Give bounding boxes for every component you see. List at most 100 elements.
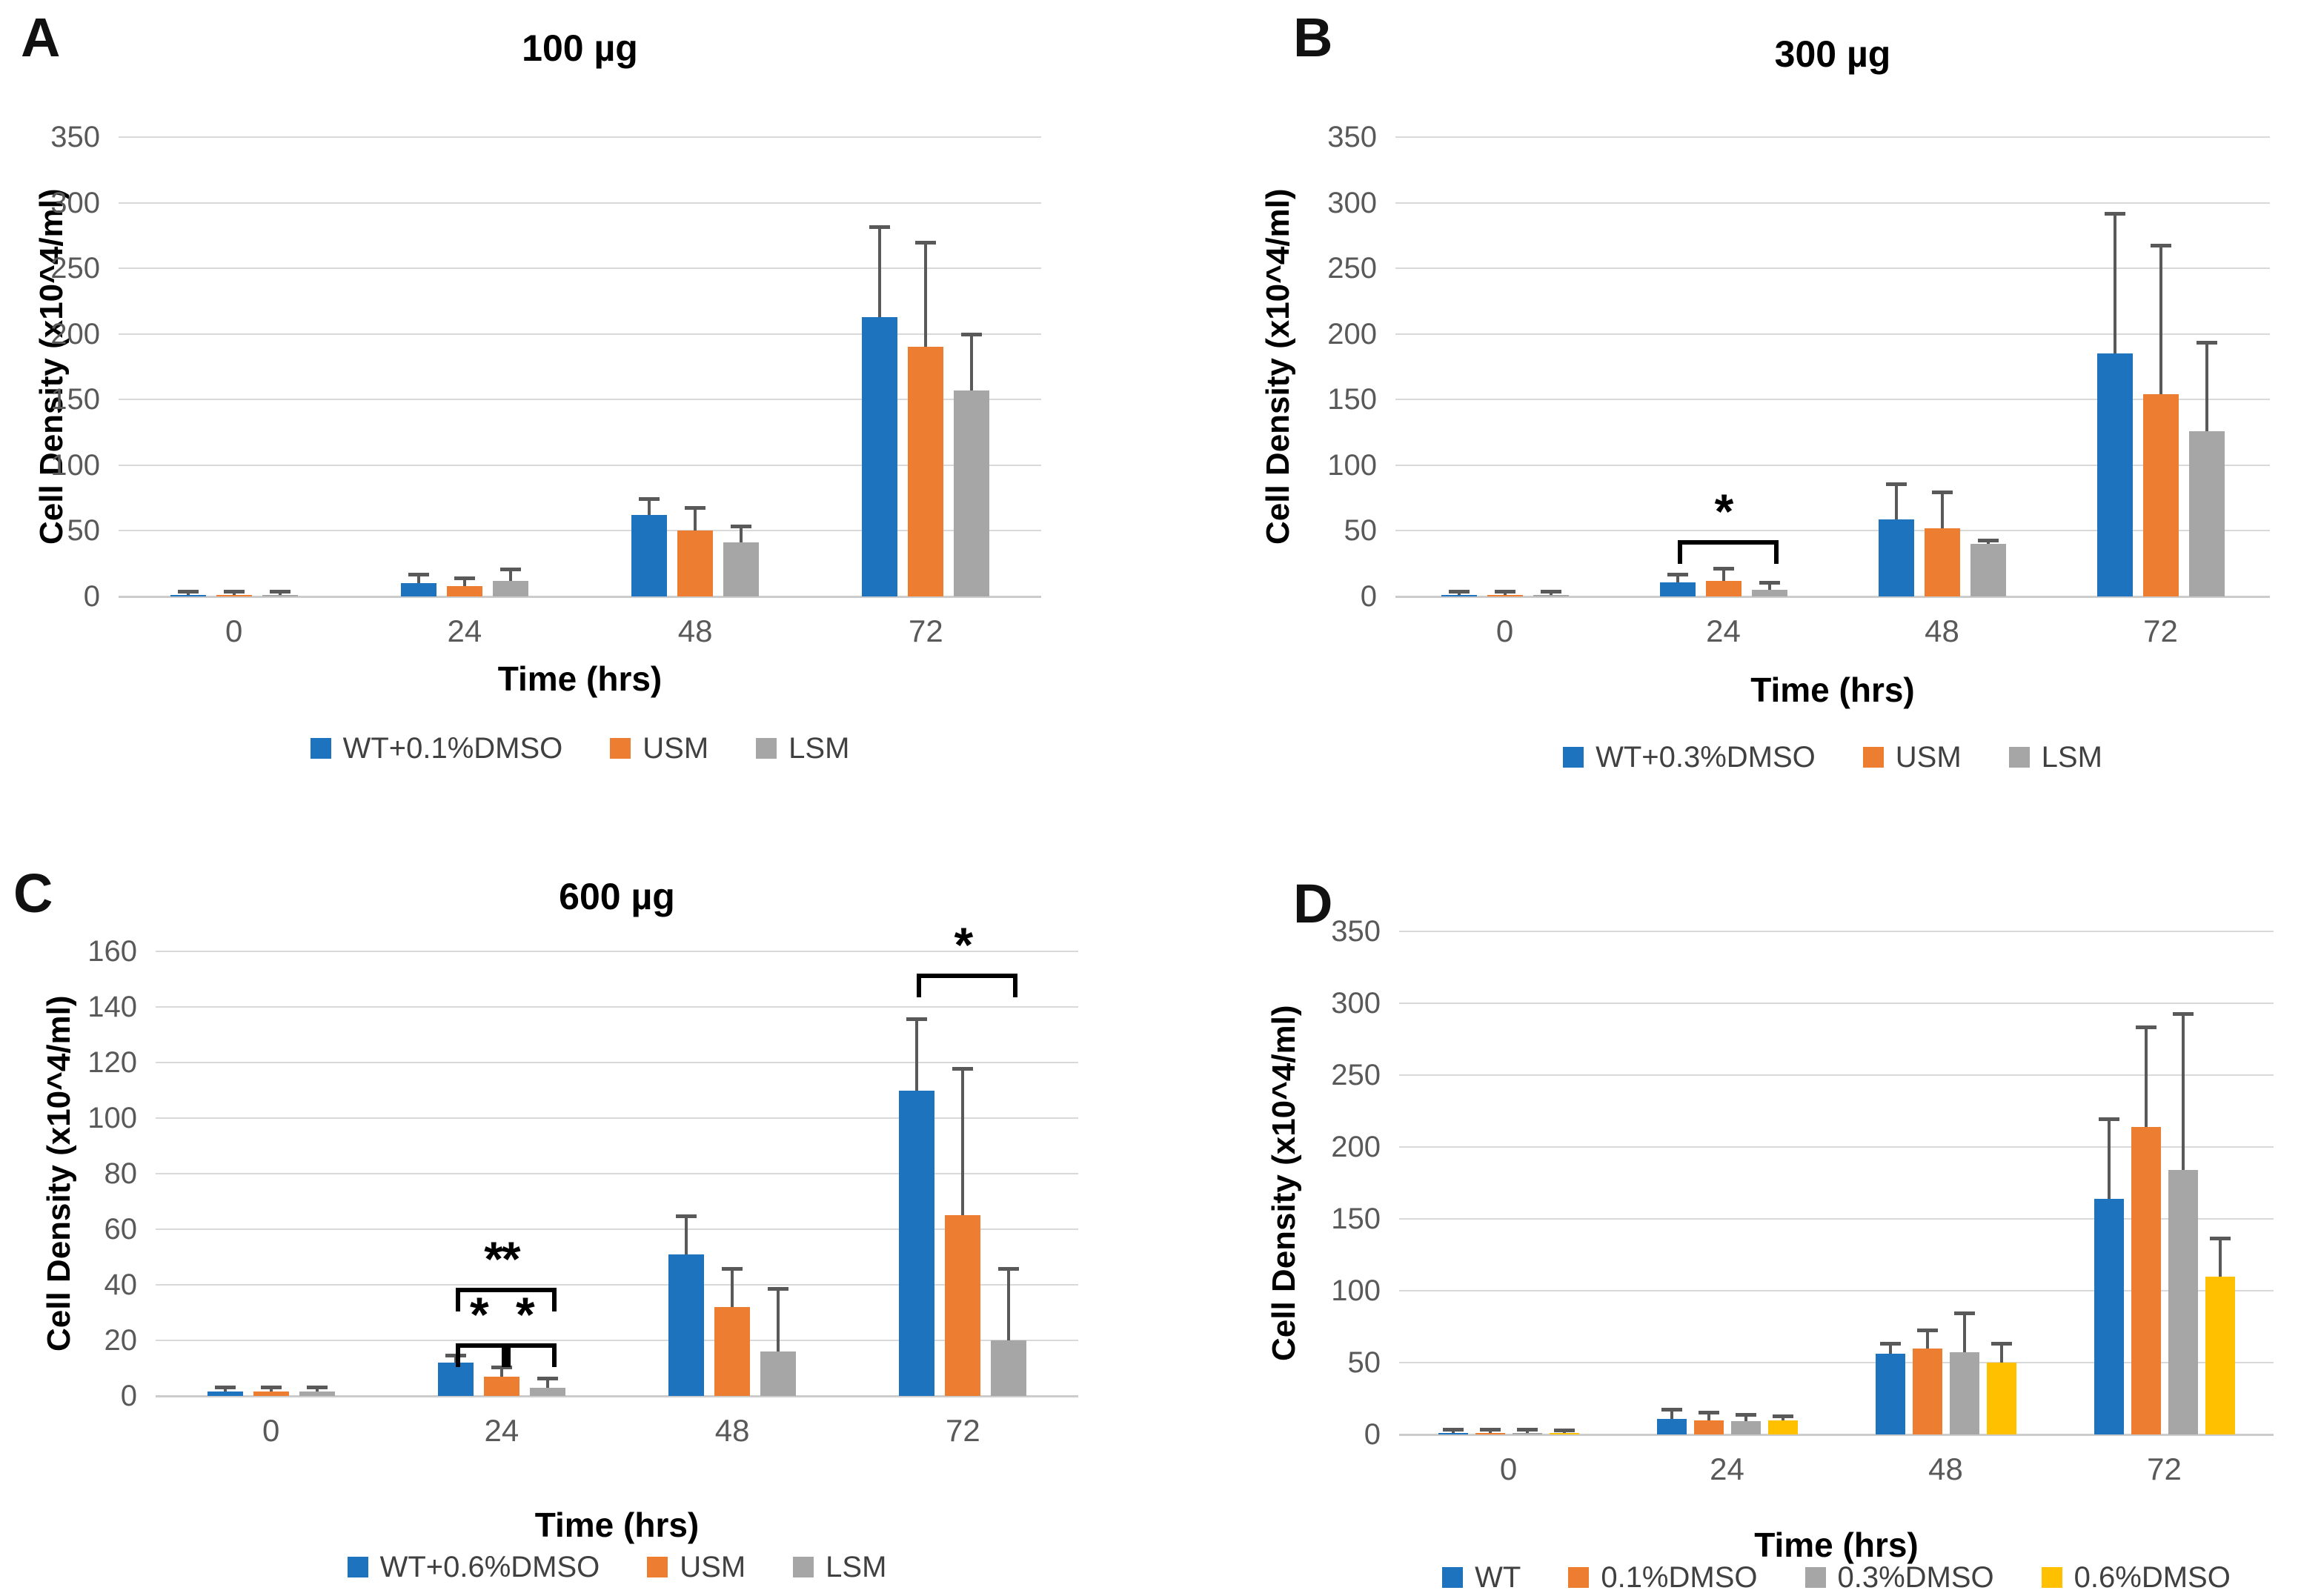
legend-swatch [1563, 747, 1584, 768]
bar [1924, 528, 1960, 596]
gridline [1399, 931, 2274, 932]
bar [1705, 580, 1741, 596]
error-bar [1457, 593, 1461, 595]
gridline [156, 951, 1078, 952]
error-bar-cap [408, 573, 429, 577]
plot-area-c: 0 20 40 60 80 100 120 140 160 0 24 48 72 * * ** * [87, 920, 1078, 1446]
gridline [1395, 202, 2270, 204]
error-bar [416, 576, 420, 584]
legend-swatch [1442, 1567, 1464, 1588]
error-bar-cap [499, 568, 521, 572]
y-tick-label: 0 [1360, 580, 1377, 613]
bar [2142, 394, 2179, 596]
y-tick-label: 150 [1331, 1203, 1381, 1235]
bar [529, 1387, 565, 1396]
error-bar [694, 510, 697, 531]
error-bar-cap [491, 1366, 512, 1370]
error-bar [499, 1369, 503, 1377]
significance-label: * [516, 1286, 535, 1342]
error-bar-cap [1916, 1329, 1938, 1333]
error-bar-cap [260, 1385, 282, 1389]
x-tick-label: 24 [484, 1413, 519, 1448]
error-bar [232, 593, 236, 595]
error-bar [1525, 1432, 1529, 1433]
error-bar [1925, 1332, 1929, 1349]
x-tick-label: 0 [262, 1413, 280, 1448]
error-bar-cap [2172, 1012, 2194, 1017]
legend-a: WT+0.1%DMSO USM LSM [119, 734, 1041, 763]
error-bar-cap [1977, 538, 1999, 542]
gridline [1395, 399, 2270, 401]
y-tick-label: 120 [87, 1046, 137, 1079]
legend-label: 0.1%DMSO [1601, 1561, 1758, 1594]
error-bar [462, 579, 466, 586]
bar [1475, 1433, 1505, 1434]
gridline [119, 464, 1041, 466]
gridline [1399, 1362, 2274, 1363]
legend-swatch [756, 738, 777, 759]
bar [677, 531, 714, 596]
error-bar [1503, 593, 1507, 595]
error-bar [1549, 593, 1553, 595]
y-tick-label: 200 [50, 317, 100, 350]
legend-swatch [1862, 747, 1884, 768]
gridline [1399, 1003, 2274, 1004]
legend-label: WT+0.6%DMSO [379, 1551, 600, 1583]
y-tick-label: 0 [83, 580, 100, 613]
x-tick-label: 72 [909, 614, 943, 648]
bar [299, 1391, 335, 1396]
legend-item: 0.3%DMSO [1804, 1563, 1994, 1592]
bar [668, 1254, 705, 1396]
bar [216, 595, 252, 596]
x-axis-title-d: Time (hrs) [1754, 1526, 1919, 1564]
bar [262, 595, 298, 596]
error-bar [1451, 1432, 1455, 1433]
error-bar-cap [306, 1385, 328, 1389]
error-bar [2218, 1240, 2222, 1277]
y-tick-label: 100 [50, 448, 100, 482]
error-bar [315, 1389, 319, 1392]
bar [446, 585, 482, 596]
legend-label: USM [1895, 741, 1962, 774]
panel-letter-c: C [13, 862, 53, 924]
gridline [156, 1395, 1078, 1397]
panel-d: D Cell Density (x10^4/ml) 0 50 100 150 200 25… [1151, 798, 2301, 1596]
significance-bracket [455, 1343, 511, 1367]
gridline [1399, 1074, 2274, 1076]
bar [908, 347, 944, 596]
error-bar [1676, 576, 1679, 582]
error-bar-cap [1698, 1410, 1719, 1414]
bar [862, 316, 898, 596]
gridline [156, 1228, 1078, 1230]
error-bar-cap [1442, 1428, 1464, 1432]
gridline [119, 202, 1041, 204]
error-bar-cap [952, 1067, 974, 1071]
bar [1912, 1348, 1942, 1434]
gridline [1399, 1218, 2274, 1220]
y-tick-label: 350 [1327, 121, 1377, 153]
bar [1970, 544, 2006, 596]
y-tick-label: 350 [1331, 915, 1381, 948]
gridline [156, 1340, 1078, 1341]
panel-letter-b: B [1293, 7, 1333, 68]
panel-c: C 600 µg Cell Density (x10^4/ml) 0 20 40 60… [0, 798, 1150, 1596]
legend-item: LSM [793, 1552, 886, 1582]
error-bar-cap [1713, 566, 1734, 571]
legend-label: 0.6%DMSO [2073, 1561, 2231, 1594]
x-tick-label: 72 [946, 1413, 980, 1448]
legend-b: WT+0.3%DMSO USM LSM [1395, 742, 2270, 772]
error-bar [740, 528, 743, 543]
error-bar [1767, 585, 1771, 591]
x-tick-label: 48 [1928, 1452, 1963, 1486]
y-tick-label: 200 [1331, 1131, 1381, 1163]
error-bar-cap [1553, 1429, 1575, 1433]
error-bar-cap [1885, 482, 1907, 487]
error-bar [648, 500, 651, 516]
gridline [119, 136, 1041, 138]
legend-item: WT+0.3%DMSO [1563, 742, 1816, 772]
legend-swatch [347, 1557, 368, 1577]
error-bar-cap [1953, 1311, 1975, 1315]
error-bar [2205, 344, 2208, 431]
bar [1949, 1352, 1979, 1434]
legend-item: 0.6%DMSO [2041, 1561, 2231, 1594]
